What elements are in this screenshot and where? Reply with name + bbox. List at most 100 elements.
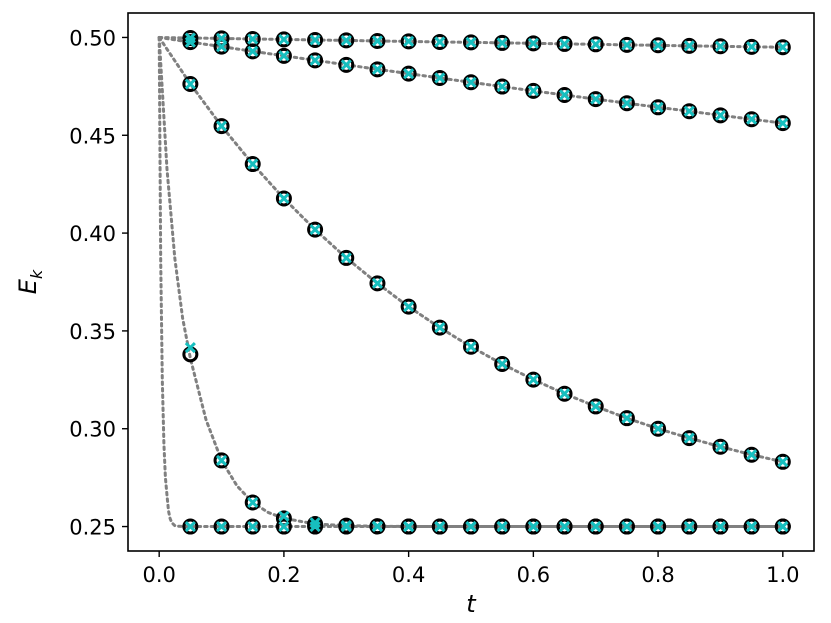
cross-point [215,520,228,533]
cross-point [683,40,695,52]
cross-point [746,41,758,53]
circle-point [494,78,511,95]
y-axis-label: Ek [14,269,46,294]
circle-point [650,99,667,116]
circle-point [681,430,698,447]
circle-point [681,103,698,120]
cross-point [215,120,228,132]
cross-point [278,50,290,62]
circle-point [556,35,573,52]
y-tick-label: 0.25 [69,516,116,540]
cross-point [558,520,571,533]
cross-point [558,388,571,400]
cross-point [278,510,290,522]
circle-point [369,275,386,292]
cross-point [434,520,446,533]
circle-point [213,118,230,135]
circle-point [681,37,698,54]
circle-point [244,43,261,60]
cross-point [403,301,415,313]
cross-point [309,224,321,236]
circle-point [244,518,261,535]
cross-point [465,341,477,353]
circle-point [587,518,604,535]
cross-point [403,35,415,47]
circle-point [369,518,386,535]
circle-point [618,518,635,535]
circle-point [587,398,604,415]
circle-point [307,221,324,238]
cross-point [371,35,384,47]
cross-point [496,37,508,49]
circle-point [431,33,448,50]
circle-point [307,518,324,535]
circle-point [494,34,511,51]
cross-point [621,39,633,51]
cross-point [247,33,259,45]
circle-point [525,82,542,99]
y-axis-ticks: 0.25 0.30 0.35 0.40 0.45 0.50 [69,26,128,540]
circle-point [400,65,417,82]
cross-point [621,97,633,109]
circle-point [618,410,635,427]
circle-point [743,38,760,55]
circle-point [525,371,542,388]
cross-point [777,41,789,53]
cross-point [621,412,633,424]
circle-point [681,518,698,535]
cross-point [465,36,477,48]
cross-point [340,252,352,264]
circle-point [338,518,355,535]
circle-point [743,518,760,535]
cross-point [590,520,602,533]
y-axis-label-subscript: k [27,269,46,279]
cross-point [215,32,228,44]
x-axis-label: t [466,590,477,618]
y-tick-label: 0.50 [69,26,116,50]
cross-point [590,38,602,50]
cross-point [714,40,727,52]
circle-point [431,69,448,86]
cross-point [777,520,789,533]
circle-point [525,35,542,52]
cross-point [309,34,321,46]
circle-point [307,52,324,69]
circle-point [618,95,635,112]
circle-point [244,494,261,511]
cross-point [215,41,228,53]
cross-point [465,520,477,533]
circle-point [525,518,542,535]
cross-point [371,63,384,75]
cross-point [558,38,571,50]
circle-point [556,385,573,402]
cross-point [496,520,508,533]
cross-point [527,520,539,533]
x-tick-label: 0.8 [641,563,674,587]
x-tick-label: 0.6 [517,563,550,587]
cross-point [746,113,758,125]
circle-point [182,518,199,535]
circle-point [463,34,479,51]
circle-point [275,190,292,207]
cross-point [340,34,352,46]
circle-point [712,107,729,124]
circle-point [556,518,573,535]
cross-point [683,105,695,117]
cross-point [247,45,259,57]
cross-point [278,520,290,533]
cross-point [777,117,789,129]
cross-point [340,520,352,533]
cross-point [371,520,384,533]
circle-point [494,355,511,372]
circle-point [369,32,386,49]
circle-point [275,47,292,64]
circle-point [743,446,760,463]
circle-point [650,420,667,437]
circle-point [712,518,729,535]
circle-point [182,76,199,93]
cross-point [184,78,196,90]
circle-point [494,518,511,535]
circle-point [338,56,355,73]
circle-point [774,115,791,132]
cross-point [434,322,446,334]
